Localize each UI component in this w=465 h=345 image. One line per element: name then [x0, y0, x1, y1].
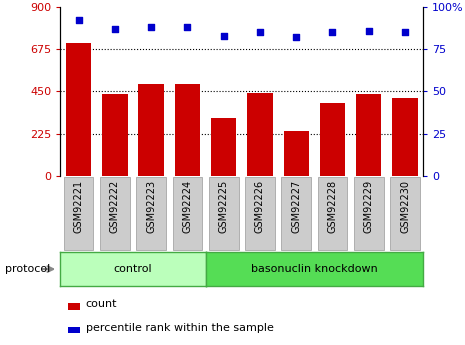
Bar — [175, 84, 200, 176]
Text: GSM92229: GSM92229 — [364, 180, 374, 233]
Bar — [102, 94, 127, 176]
Bar — [66, 42, 91, 176]
Point — [292, 34, 300, 40]
Bar — [320, 103, 345, 176]
Point — [329, 30, 336, 35]
FancyBboxPatch shape — [318, 177, 347, 250]
Text: GSM92223: GSM92223 — [146, 180, 156, 233]
Text: GSM92226: GSM92226 — [255, 180, 265, 233]
Bar — [211, 118, 236, 176]
Point — [401, 30, 409, 35]
Bar — [284, 131, 309, 176]
Text: GSM92228: GSM92228 — [327, 180, 338, 233]
Bar — [68, 304, 80, 310]
Bar — [392, 98, 418, 176]
FancyBboxPatch shape — [354, 177, 384, 250]
Point — [75, 18, 82, 23]
Point — [184, 24, 191, 30]
FancyBboxPatch shape — [390, 177, 420, 250]
Text: basonuclin knockdown: basonuclin knockdown — [251, 264, 378, 274]
Bar — [139, 84, 164, 176]
Point — [220, 33, 227, 38]
Bar — [247, 93, 272, 176]
FancyBboxPatch shape — [136, 177, 166, 250]
Bar — [356, 94, 381, 176]
Text: GSM92222: GSM92222 — [110, 180, 120, 233]
FancyBboxPatch shape — [64, 177, 93, 250]
FancyBboxPatch shape — [281, 177, 311, 250]
Point — [111, 26, 119, 32]
FancyBboxPatch shape — [100, 177, 130, 250]
Bar — [68, 327, 80, 333]
Text: GSM92224: GSM92224 — [182, 180, 193, 233]
FancyBboxPatch shape — [173, 177, 202, 250]
Text: percentile rank within the sample: percentile rank within the sample — [86, 323, 274, 333]
FancyBboxPatch shape — [245, 177, 275, 250]
Point — [256, 30, 264, 35]
FancyBboxPatch shape — [209, 177, 239, 250]
Text: GSM92225: GSM92225 — [219, 180, 229, 233]
Point — [147, 24, 155, 30]
Text: control: control — [113, 264, 153, 274]
Text: GSM92221: GSM92221 — [73, 180, 84, 233]
Text: GSM92230: GSM92230 — [400, 180, 410, 233]
Text: protocol: protocol — [5, 264, 50, 274]
Text: count: count — [86, 299, 117, 309]
Text: GSM92227: GSM92227 — [291, 180, 301, 233]
Point — [365, 28, 372, 33]
